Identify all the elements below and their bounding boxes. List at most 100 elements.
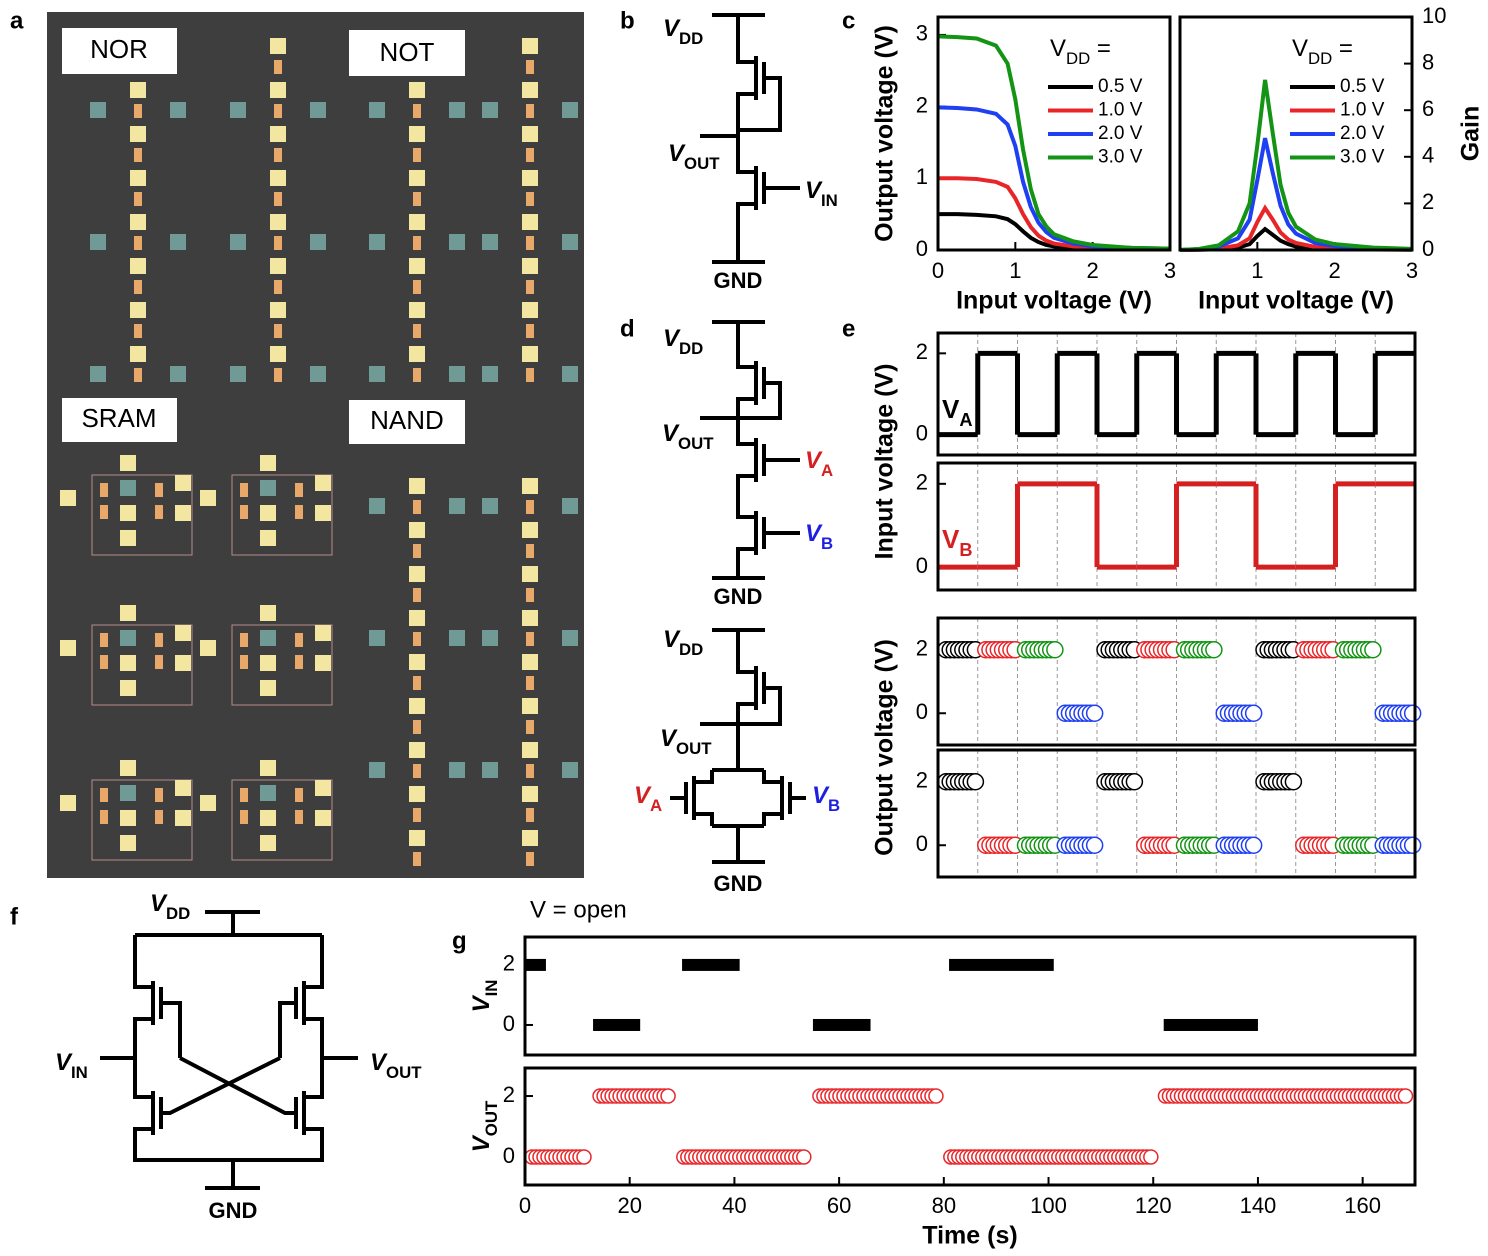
channel bbox=[526, 720, 534, 734]
channel bbox=[526, 236, 534, 250]
label-sub: IN bbox=[71, 1063, 88, 1082]
channel bbox=[100, 655, 108, 669]
node-label: VA bbox=[634, 782, 662, 815]
nand-schematic bbox=[700, 322, 800, 578]
x-tick-label: 3 bbox=[1406, 258, 1418, 283]
gate-pad bbox=[482, 102, 498, 118]
channel bbox=[413, 764, 421, 778]
x-tick-label: 0 bbox=[519, 1193, 531, 1218]
pad bbox=[130, 302, 146, 318]
gate-pad bbox=[90, 366, 106, 382]
node-label: GND bbox=[714, 268, 763, 293]
channel bbox=[155, 810, 163, 824]
label-sub: IN bbox=[821, 191, 838, 210]
marker bbox=[1365, 642, 1381, 658]
marker bbox=[1206, 642, 1222, 658]
gate-pad bbox=[230, 102, 246, 118]
node-label: VIN bbox=[55, 1049, 88, 1082]
channel bbox=[295, 788, 303, 802]
x-tick-label: 1 bbox=[1251, 258, 1263, 283]
pad bbox=[522, 258, 538, 274]
y-tick-label: 1 bbox=[916, 164, 928, 189]
marker bbox=[797, 1150, 811, 1164]
pad bbox=[315, 625, 331, 641]
label-sub: B bbox=[821, 534, 833, 553]
marker bbox=[1405, 837, 1421, 853]
channel bbox=[134, 280, 142, 294]
y2-tick-label: 6 bbox=[1422, 96, 1434, 121]
label-sub: OUT bbox=[482, 1100, 501, 1136]
input-level bbox=[525, 959, 546, 971]
legend-label: 3.0 V bbox=[1098, 147, 1143, 168]
legend-label: 3.0 V bbox=[1340, 147, 1385, 168]
circuit-name: NAND bbox=[370, 405, 444, 435]
marker bbox=[1246, 837, 1262, 853]
label-sub: A bbox=[959, 410, 972, 430]
channel bbox=[413, 280, 421, 294]
gate-pad bbox=[562, 630, 578, 646]
channel bbox=[526, 544, 534, 558]
pad bbox=[200, 795, 216, 811]
label-sub: DD bbox=[679, 339, 703, 358]
x-tick-label: 2 bbox=[1087, 258, 1099, 283]
pad bbox=[522, 302, 538, 318]
y-axis-label: Output voltage (V) bbox=[871, 25, 899, 242]
node-label: VDD bbox=[663, 626, 703, 659]
panel-label: c bbox=[842, 7, 855, 34]
label-sub: DD bbox=[1308, 49, 1332, 68]
pad bbox=[409, 698, 425, 714]
pad bbox=[260, 455, 276, 471]
channel bbox=[274, 324, 282, 338]
channel bbox=[413, 148, 421, 162]
y-tick-label: 0 bbox=[503, 1011, 515, 1036]
pad bbox=[130, 170, 146, 186]
channel bbox=[413, 500, 421, 514]
pad bbox=[409, 302, 425, 318]
pad bbox=[522, 654, 538, 670]
gate-pad bbox=[449, 234, 465, 250]
x-tick-label: 60 bbox=[827, 1193, 851, 1218]
node-label: VOUT bbox=[668, 140, 720, 173]
label-sub: OUT bbox=[678, 434, 714, 453]
y-tick-label: 0 bbox=[916, 699, 928, 724]
channel bbox=[155, 483, 163, 497]
y-tick-label: 2 bbox=[916, 768, 928, 793]
micrograph bbox=[47, 12, 584, 878]
pad bbox=[200, 490, 216, 506]
channel bbox=[526, 192, 534, 206]
marker bbox=[661, 1089, 675, 1103]
pad bbox=[522, 522, 538, 538]
circuit-name: NOR bbox=[90, 34, 148, 64]
channel bbox=[526, 280, 534, 294]
pad bbox=[315, 655, 331, 671]
pad bbox=[60, 640, 76, 656]
y-tick-label: 0 bbox=[916, 236, 928, 261]
node-label: GND bbox=[714, 584, 763, 609]
gate-pad bbox=[482, 498, 498, 514]
channel bbox=[240, 655, 248, 669]
channel bbox=[526, 764, 534, 778]
trace-label: VB bbox=[942, 524, 972, 560]
y-axis-label: Gain bbox=[1457, 106, 1485, 162]
gate-pad bbox=[369, 630, 385, 646]
label-main: V bbox=[1050, 35, 1066, 62]
label-tail: = bbox=[1090, 35, 1111, 62]
pad bbox=[120, 505, 136, 521]
pad bbox=[409, 126, 425, 142]
gate-pad bbox=[482, 762, 498, 778]
channel bbox=[413, 104, 421, 118]
channel bbox=[413, 324, 421, 338]
pad bbox=[315, 780, 331, 796]
label-sub: DD bbox=[166, 904, 190, 923]
gate-pad bbox=[90, 234, 106, 250]
pad bbox=[522, 346, 538, 362]
channel bbox=[240, 810, 248, 824]
node-label: VOUT bbox=[370, 1049, 422, 1082]
channel bbox=[100, 810, 108, 824]
gate-pad bbox=[310, 102, 326, 118]
pad bbox=[409, 654, 425, 670]
channel bbox=[134, 104, 142, 118]
gate-pad bbox=[482, 366, 498, 382]
channel bbox=[274, 368, 282, 382]
pad bbox=[260, 810, 276, 826]
